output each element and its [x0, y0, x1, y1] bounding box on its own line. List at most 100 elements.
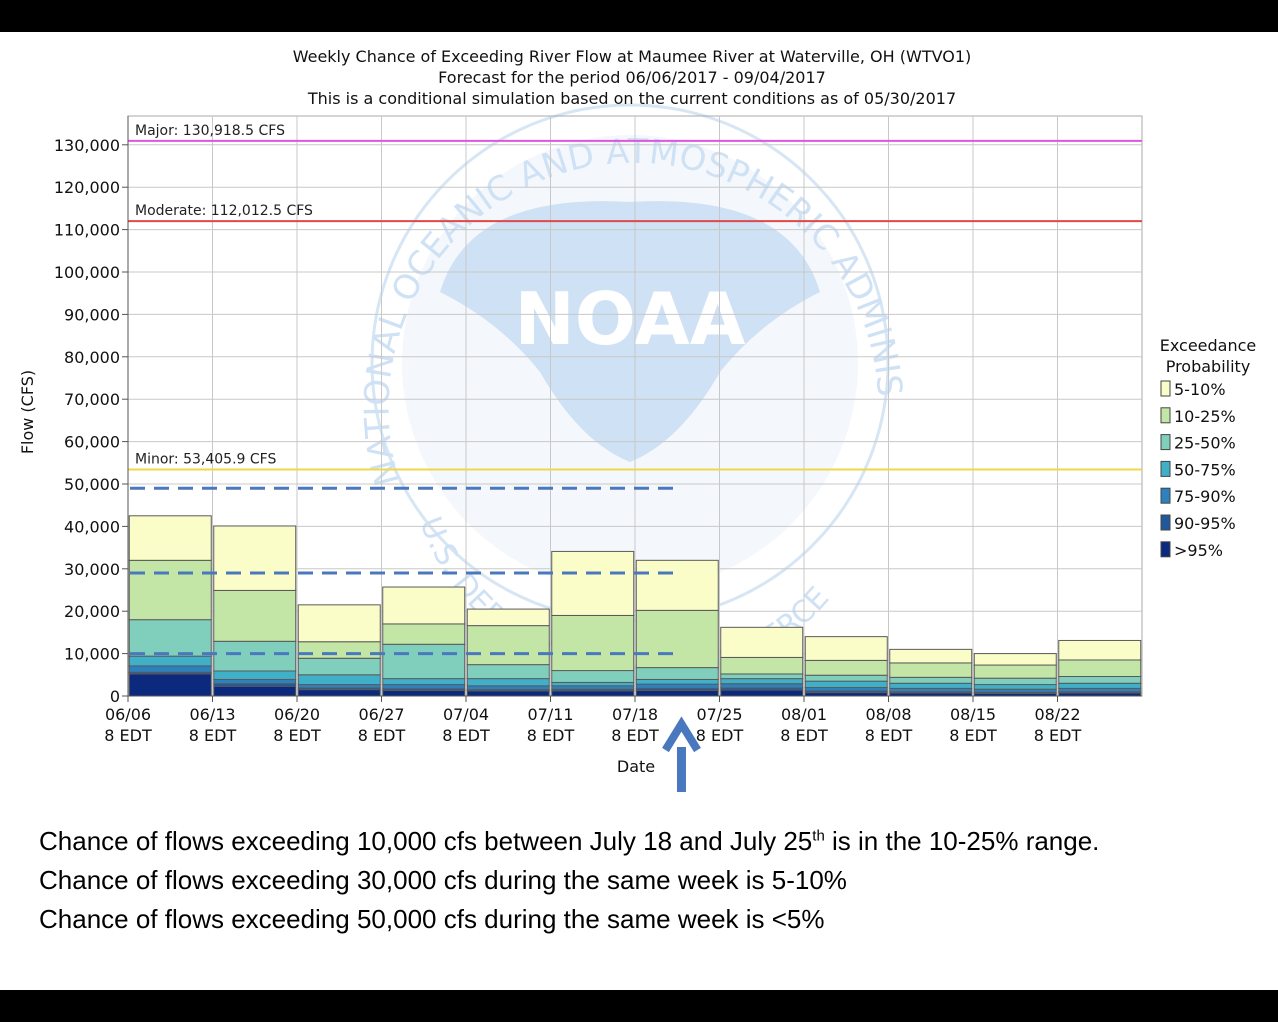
bar-layer — [128, 515, 1142, 697]
x-tick-label-date: 07/04 — [443, 705, 489, 724]
bar-segment-06-20-0 — [297, 689, 381, 697]
legend-swatch-5 — [1160, 514, 1171, 531]
legend-title-line-1: Exceedance — [1160, 336, 1257, 355]
bar-segment-06-27-0 — [382, 689, 466, 697]
y-tick-label: 50,000 — [64, 475, 120, 494]
legend-label-1: 10-25% — [1174, 407, 1236, 426]
bar-segment-08-01-6 — [804, 636, 888, 661]
x-tick-label-date: 07/25 — [696, 705, 742, 724]
reference-layer — [130, 486, 680, 656]
legend-label-3: 50-75% — [1174, 460, 1236, 479]
grid-layer — [127, 115, 1143, 697]
bar-segment-07-11-4 — [551, 670, 635, 683]
threshold-layer: Major: 130,918.5 CFS Moderate: 112,012.5 … — [128, 123, 1142, 471]
bar-segment-07-04-3 — [466, 678, 550, 687]
bar-segment-08-15-6 — [973, 653, 1057, 666]
bar-segment-06-06-2 — [128, 665, 212, 673]
bar-segment-08-22-2 — [1058, 687, 1142, 693]
bar-segment-07-18-5 — [635, 609, 719, 669]
legend-swatch-0 — [1160, 380, 1171, 397]
chart-title-line-2: Forecast for the period 06/06/2017 - 09/… — [438, 68, 826, 87]
x-tick-label-date: 06/13 — [189, 705, 235, 724]
bar-segment-08-08-4 — [889, 676, 973, 684]
bar-segment-06-13-0 — [213, 685, 297, 697]
bar-segment-07-18-2 — [635, 683, 719, 689]
bar-segment-06-06-3 — [128, 655, 212, 667]
caption-line-2: Chance of flows exceeding 30,000 cfs dur… — [39, 865, 847, 895]
bar-segment-07-25-2 — [720, 683, 804, 689]
x-tick-label-time: 8 EDT — [104, 726, 152, 745]
x-tick-label-date: 07/18 — [612, 705, 658, 724]
x-tick-label-date: 08/15 — [950, 705, 996, 724]
bar-segment-07-04-4 — [466, 664, 550, 680]
bar-segment-07-04-5 — [466, 625, 550, 666]
bar-segment-06-20-5 — [297, 641, 381, 659]
x-tick-label-time: 8 EDT — [527, 726, 575, 745]
x-tick-label-time: 8 EDT — [949, 726, 997, 745]
x-tick-label-date: 07/11 — [527, 705, 573, 724]
legend-swatch-2 — [1160, 434, 1171, 451]
x-tick-label-time: 8 EDT — [273, 726, 321, 745]
bar-segment-07-11-0 — [551, 690, 635, 697]
bar-segment-06-20-4 — [297, 657, 381, 676]
bar-segment-07-18-3 — [635, 678, 719, 685]
bar-segment-07-18-0 — [635, 689, 719, 697]
bar-segment-08-22-5 — [1058, 659, 1142, 677]
x-tick-label-time: 8 EDT — [189, 726, 237, 745]
bar-segment-07-04-2 — [466, 685, 550, 691]
bar-segment-08-01-5 — [804, 659, 888, 676]
bar-segment-06-13-6 — [213, 525, 297, 591]
threshold-label-0: Major: 130,918.5 CFS — [135, 123, 285, 139]
bar-segment-07-18-6 — [635, 559, 719, 611]
bar-segment-08-01-4 — [804, 674, 888, 682]
y-tick-label: 10,000 — [64, 645, 120, 664]
x-tick-label-time: 8 EDT — [1034, 726, 1082, 745]
bar-segment-06-20-2 — [297, 684, 381, 689]
legend-label-6: >95% — [1174, 541, 1223, 560]
bar-segment-08-22-6 — [1058, 639, 1142, 661]
bar-segment-07-25-4 — [720, 673, 804, 680]
bar-segment-07-18-4 — [635, 667, 719, 680]
bar-segment-07-25-3 — [720, 678, 804, 685]
bar-segment-07-25-6 — [720, 626, 804, 658]
bottom-black-band — [0, 990, 1278, 1022]
bar-segment-06-13-2 — [213, 678, 297, 685]
annotation-arrow — [662, 716, 701, 792]
y-tick-label: 110,000 — [54, 221, 120, 240]
bar-segment-06-20-6 — [297, 604, 381, 643]
bar-segment-08-15-4 — [973, 677, 1057, 686]
y-tick-label: 60,000 — [64, 433, 120, 452]
bar-segment-07-04-6 — [466, 608, 550, 627]
bar-segment-08-08-6 — [889, 648, 973, 664]
bar-segment-07-11-3 — [551, 681, 635, 687]
bar-segment-07-11-2 — [551, 685, 635, 690]
x-tick-label-time: 8 EDT — [865, 726, 913, 745]
bar-segment-06-06-0 — [128, 673, 212, 697]
caption: Chance of flows exceeding 10,000 cfs bet… — [39, 822, 1269, 939]
bar-segment-08-15-5 — [973, 664, 1057, 679]
bar-segment-06-06-4 — [128, 619, 212, 657]
y-tick-label: 30,000 — [64, 560, 120, 579]
y-tick-label: 100,000 — [54, 263, 120, 282]
bar-segment-08-22-4 — [1058, 675, 1142, 684]
threshold-label-2: Minor: 53,405.9 CFS — [135, 452, 276, 468]
bar-segment-08-22-3 — [1058, 682, 1142, 689]
bar-segment-07-11-6 — [551, 550, 635, 616]
noaa-logo-text: NOAA — [515, 277, 746, 361]
bar-segment-06-27-3 — [382, 678, 466, 686]
bar-segment-07-25-0 — [720, 689, 804, 697]
bar-segment-07-25-5 — [720, 656, 804, 675]
y-tick-label: 120,000 — [54, 178, 120, 197]
bar-segment-08-01-2 — [804, 687, 888, 692]
top-black-band — [0, 0, 1278, 32]
bar-segment-07-04-0 — [466, 690, 550, 697]
caption-line-3: Chance of flows exceeding 50,000 cfs dur… — [39, 904, 825, 934]
legend: Exceedance Probability 5-10% 10-25% 25-50%… — [1160, 336, 1257, 560]
bar-segment-06-27-6 — [382, 586, 466, 625]
chart-title-line-1: Weekly Chance of Exceeding River Flow at… — [293, 47, 972, 66]
x-tick-label-time: 8 EDT — [611, 726, 659, 745]
x-tick-label-time: 8 EDT — [780, 726, 828, 745]
bar-segment-08-01-0 — [804, 692, 888, 697]
x-tick-label-date: 06/06 — [105, 705, 151, 724]
legend-swatch-3 — [1160, 460, 1171, 477]
